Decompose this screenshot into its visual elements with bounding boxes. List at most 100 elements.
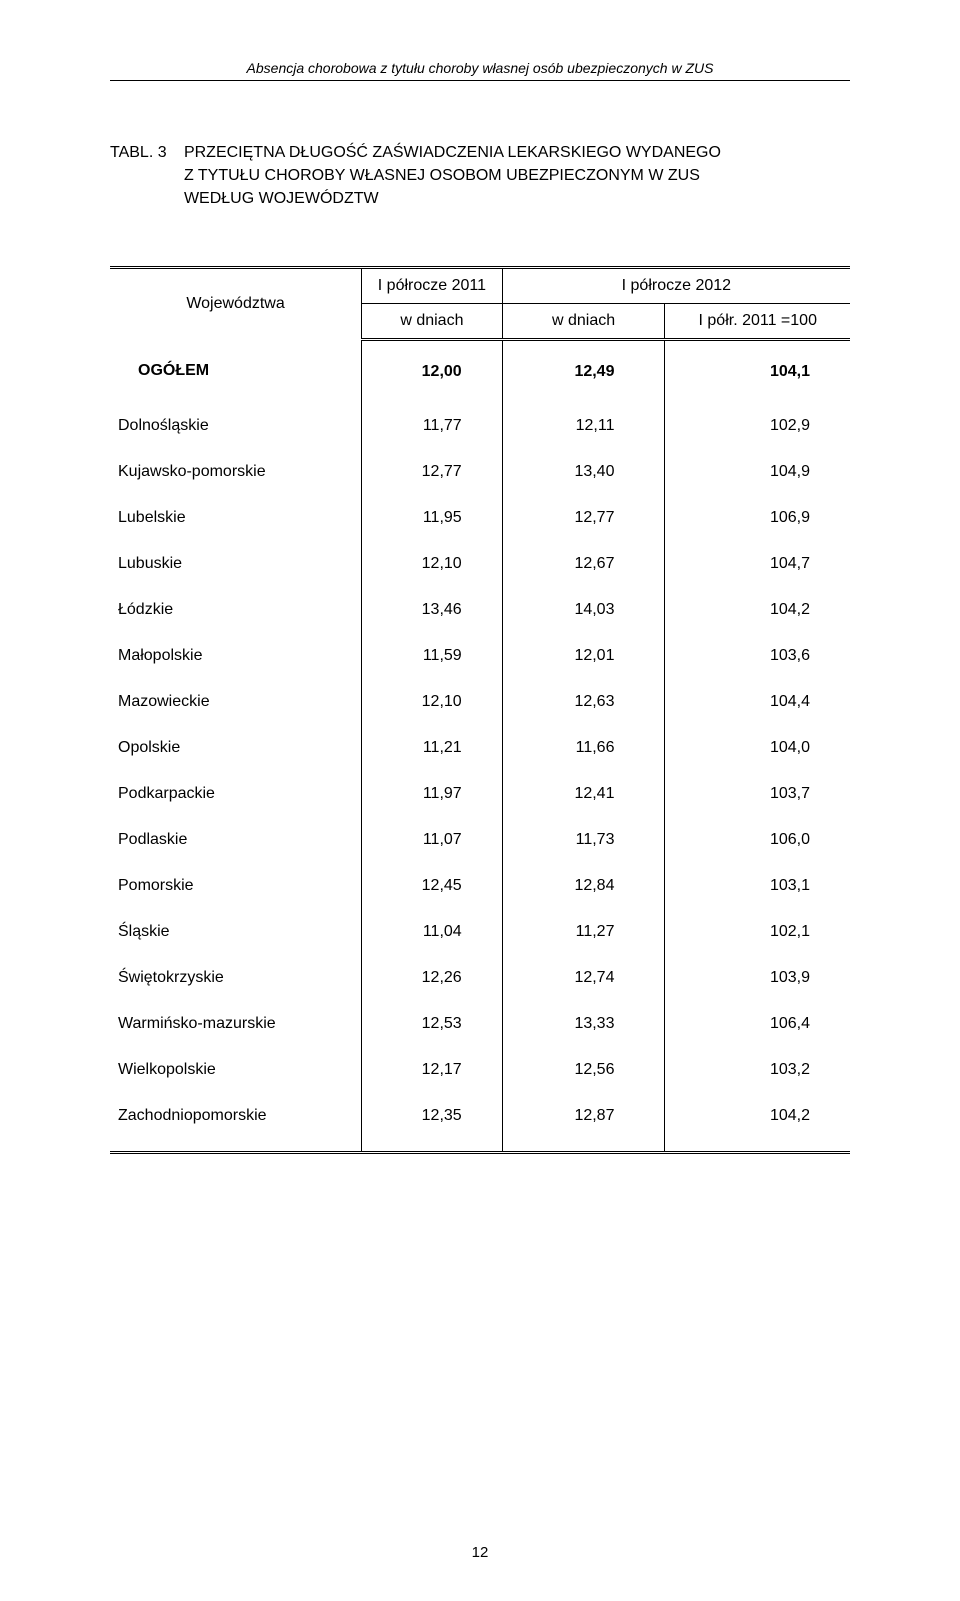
header-sub-dniach-2: w dniach	[502, 303, 665, 339]
table-row: Małopolskie11,5912,01103,6	[110, 633, 850, 679]
row-value: 104,2	[665, 587, 850, 633]
header-group-2011: I półrocze 2011	[362, 267, 503, 303]
row-value: 12,67	[502, 541, 665, 587]
row-value: 13,46	[362, 587, 503, 633]
header-group-2012: I półrocze 2012	[502, 267, 850, 303]
row-value: 12,77	[362, 449, 503, 495]
row-value: 11,27	[502, 909, 665, 955]
page-number: 12	[0, 1544, 960, 1561]
row-value: 12,56	[502, 1047, 665, 1093]
row-value: 12,11	[502, 403, 665, 449]
row-value: 12,87	[502, 1093, 665, 1153]
row-value: 103,9	[665, 955, 850, 1001]
row-value: 104,0	[665, 725, 850, 771]
table-row: Lubelskie11,9512,77106,9	[110, 495, 850, 541]
row-value: 103,7	[665, 771, 850, 817]
table-bottom-rule	[110, 1152, 850, 1154]
row-value: 103,1	[665, 863, 850, 909]
row-label: Podlaskie	[110, 817, 362, 863]
table-row: Warmińsko-mazurskie12,5313,33106,4	[110, 1001, 850, 1047]
row-label: Łódzkie	[110, 587, 362, 633]
row-value: 13,40	[502, 449, 665, 495]
total-v3: 104,1	[665, 339, 850, 403]
table-row-total: OGÓŁEM 12,00 12,49 104,1	[110, 339, 850, 403]
row-value: 103,6	[665, 633, 850, 679]
row-label: Lubuskie	[110, 541, 362, 587]
table-title-label: TABL. 3	[110, 141, 184, 211]
table-row: Lubuskie12,1012,67104,7	[110, 541, 850, 587]
title-line-1: PRZECIĘTNA DŁUGOŚĆ ZAŚWIADCZENIA LEKARSK…	[184, 144, 721, 161]
row-value: 13,33	[502, 1001, 665, 1047]
row-label: Lubelskie	[110, 495, 362, 541]
row-value: 106,9	[665, 495, 850, 541]
row-value: 12,01	[502, 633, 665, 679]
row-label: Śląskie	[110, 909, 362, 955]
row-value: 102,9	[665, 403, 850, 449]
row-value: 104,2	[665, 1093, 850, 1153]
row-value: 11,66	[502, 725, 665, 771]
table-row: Podkarpackie11,9712,41103,7	[110, 771, 850, 817]
row-value: 12,17	[362, 1047, 503, 1093]
row-value: 12,41	[502, 771, 665, 817]
table-row: Kujawsko-pomorskie12,7713,40104,9	[110, 449, 850, 495]
total-v1: 12,00	[362, 339, 503, 403]
row-label: Małopolskie	[110, 633, 362, 679]
table-row: Podlaskie11,0711,73106,0	[110, 817, 850, 863]
row-label: Opolskie	[110, 725, 362, 771]
table-row: Łódzkie13,4614,03104,2	[110, 587, 850, 633]
table-title-text: PRZECIĘTNA DŁUGOŚĆ ZAŚWIADCZENIA LEKARSK…	[184, 141, 721, 211]
row-label: Pomorskie	[110, 863, 362, 909]
row-label: Mazowieckie	[110, 679, 362, 725]
row-label: Podkarpackie	[110, 771, 362, 817]
row-value: 11,77	[362, 403, 503, 449]
table-row: Mazowieckie12,1012,63104,4	[110, 679, 850, 725]
row-value: 106,4	[665, 1001, 850, 1047]
row-value: 12,10	[362, 541, 503, 587]
row-value: 12,63	[502, 679, 665, 725]
title-line-3: WEDŁUG WOJEWÓDZTW	[184, 190, 379, 207]
total-v2: 12,49	[502, 339, 665, 403]
row-value: 104,4	[665, 679, 850, 725]
table-row: Świętokrzyskie12,2612,74103,9	[110, 955, 850, 1001]
row-value: 104,9	[665, 449, 850, 495]
row-value: 11,95	[362, 495, 503, 541]
row-label: Wielkopolskie	[110, 1047, 362, 1093]
header-sub-dniach-1: w dniach	[362, 303, 503, 339]
row-label: Świętokrzyskie	[110, 955, 362, 1001]
row-value: 12,26	[362, 955, 503, 1001]
row-value: 11,73	[502, 817, 665, 863]
table-row: Pomorskie12,4512,84103,1	[110, 863, 850, 909]
row-value: 12,10	[362, 679, 503, 725]
row-value: 11,04	[362, 909, 503, 955]
row-value: 103,2	[665, 1047, 850, 1093]
table-row: Dolnośląskie11,7712,11102,9	[110, 403, 850, 449]
row-value: 104,7	[665, 541, 850, 587]
row-value: 11,59	[362, 633, 503, 679]
title-line-2: Z TYTUŁU CHOROBY WŁASNEJ OSOBOM UBEZPIEC…	[184, 167, 700, 184]
row-value: 12,45	[362, 863, 503, 909]
row-value: 12,35	[362, 1093, 503, 1153]
header-sub-index: I półr. 2011 =100	[665, 303, 850, 339]
row-value: 11,07	[362, 817, 503, 863]
table-row: Wielkopolskie12,1712,56103,2	[110, 1047, 850, 1093]
row-value: 106,0	[665, 817, 850, 863]
row-label: Zachodniopomorskie	[110, 1093, 362, 1153]
row-value: 12,74	[502, 955, 665, 1001]
table-title: TABL. 3 PRZECIĘTNA DŁUGOŚĆ ZAŚWIADCZENIA…	[110, 141, 850, 211]
row-value: 12,77	[502, 495, 665, 541]
row-value: 102,1	[665, 909, 850, 955]
table-row: Śląskie11,0411,27102,1	[110, 909, 850, 955]
total-label: OGÓŁEM	[110, 339, 362, 403]
page: Absencja chorobowa z tytułu choroby włas…	[0, 0, 960, 1601]
row-value: 12,84	[502, 863, 665, 909]
row-label: Kujawsko-pomorskie	[110, 449, 362, 495]
row-value: 11,21	[362, 725, 503, 771]
table-body: OGÓŁEM 12,00 12,49 104,1 Dolnośląskie11,…	[110, 339, 850, 1152]
row-value: 12,53	[362, 1001, 503, 1047]
table-header: Województwa I półrocze 2011 I półrocze 2…	[110, 267, 850, 339]
row-value: 11,97	[362, 771, 503, 817]
row-label: Warmińsko-mazurskie	[110, 1001, 362, 1047]
table-row: Opolskie11,2111,66104,0	[110, 725, 850, 771]
row-label: Dolnośląskie	[110, 403, 362, 449]
running-head: Absencja chorobowa z tytułu choroby włas…	[110, 60, 850, 81]
